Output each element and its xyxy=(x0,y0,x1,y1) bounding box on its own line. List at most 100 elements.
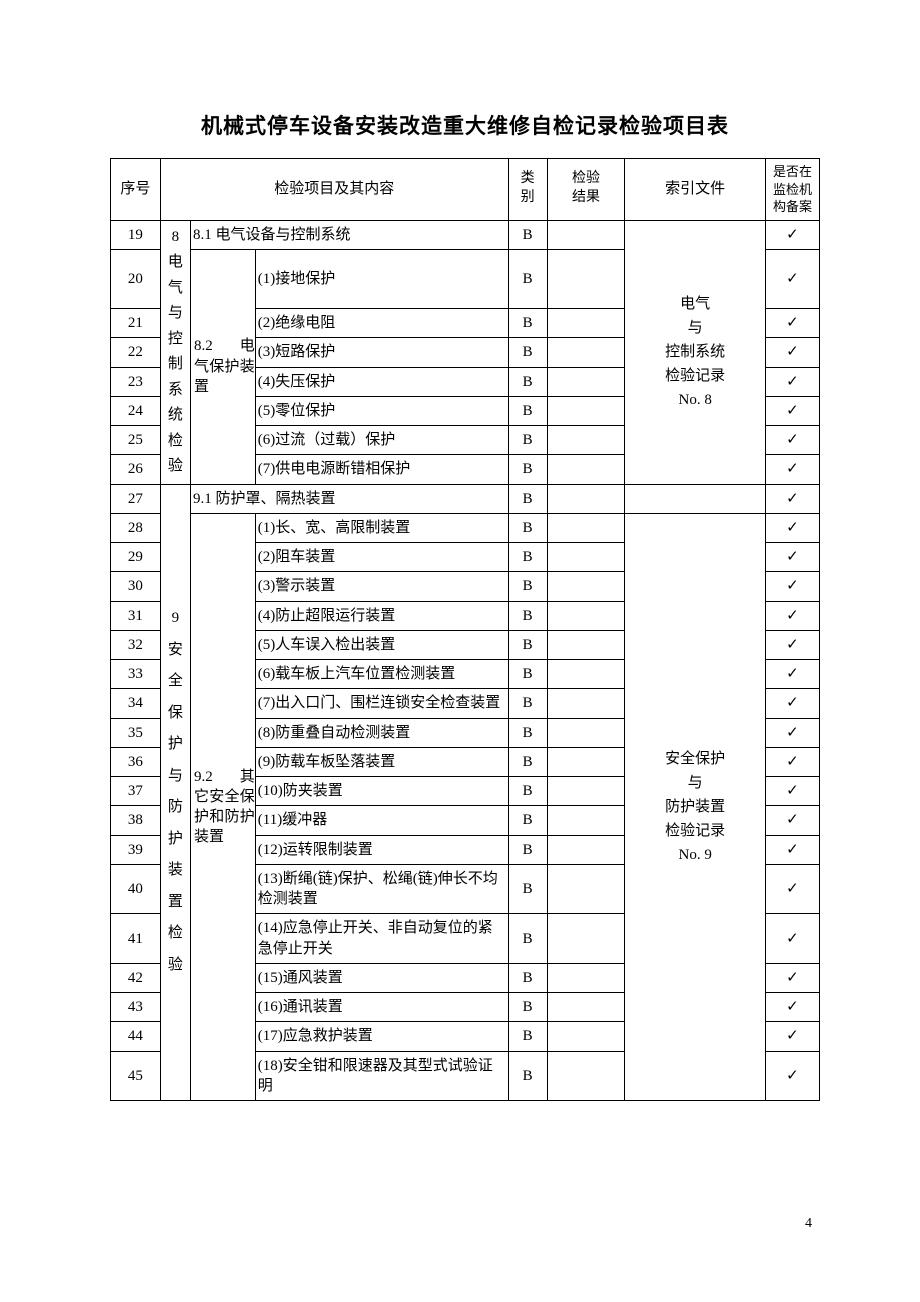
cell-seq: 34 xyxy=(111,689,161,718)
cell-category: B xyxy=(508,718,547,747)
cell-seq: 26 xyxy=(111,455,161,484)
cell-section: 8.1 电气设备与控制系统 xyxy=(190,220,508,249)
cell-file: ✓ xyxy=(765,689,819,718)
cell-category: B xyxy=(508,543,547,572)
cell-result xyxy=(547,963,625,992)
cell-item: (5)零位保护 xyxy=(255,396,508,425)
cell-item: (16)通讯装置 xyxy=(255,993,508,1022)
cell-file: ✓ xyxy=(765,806,819,835)
table-header-row: 序号 检验项目及其内容 类别 检验结果 索引文件 是否在监检机构备案 xyxy=(111,159,820,221)
cell-category: B xyxy=(508,835,547,864)
cell-result xyxy=(547,249,625,308)
cell-file: ✓ xyxy=(765,630,819,659)
cell-seq: 33 xyxy=(111,660,161,689)
cell-category: B xyxy=(508,1051,547,1101)
cell-file: ✓ xyxy=(765,543,819,572)
cell-seq: 45 xyxy=(111,1051,161,1101)
header-result: 检验结果 xyxy=(547,159,625,221)
cell-file: ✓ xyxy=(765,1051,819,1101)
cell-seq: 31 xyxy=(111,601,161,630)
cell-file: ✓ xyxy=(765,660,819,689)
cell-item: (3)警示装置 xyxy=(255,572,508,601)
cell-file: ✓ xyxy=(765,396,819,425)
table-row: 28 9.2 其它安全保护和防护装置 (1)长、宽、高限制装置 B 安全保护与防… xyxy=(111,513,820,542)
cell-item: (6)过流（过载）保护 xyxy=(255,426,508,455)
cell-file: ✓ xyxy=(765,993,819,1022)
cell-category: B xyxy=(508,993,547,1022)
cell-result xyxy=(547,338,625,367)
cell-seq: 39 xyxy=(111,835,161,864)
cell-category: B xyxy=(508,660,547,689)
cell-category: B xyxy=(508,914,547,964)
cell-result xyxy=(547,309,625,338)
cell-file: ✓ xyxy=(765,1022,819,1051)
cell-category: B xyxy=(508,747,547,776)
cell-seq: 23 xyxy=(111,367,161,396)
cell-category: B xyxy=(508,396,547,425)
cell-seq: 19 xyxy=(111,220,161,249)
cell-result xyxy=(547,601,625,630)
cell-result xyxy=(547,1051,625,1101)
cell-item: (7)出入口门、围栏连锁安全检查装置 xyxy=(255,689,508,718)
cell-category: B xyxy=(508,309,547,338)
cell-seq: 25 xyxy=(111,426,161,455)
cell-file: ✓ xyxy=(765,309,819,338)
cell-section: 9.1 防护罩、隔热装置 xyxy=(190,484,508,513)
cell-result xyxy=(547,484,625,513)
cell-result xyxy=(547,914,625,964)
cell-seq: 40 xyxy=(111,864,161,914)
cell-result xyxy=(547,660,625,689)
cell-seq: 42 xyxy=(111,963,161,992)
group8-label: 8电气与控制系统检验 xyxy=(168,225,183,480)
page-title: 机械式停车设备安装改造重大维修自检记录检验项目表 xyxy=(110,110,820,140)
header-seq: 序号 xyxy=(111,159,161,221)
cell-seq: 43 xyxy=(111,993,161,1022)
cell-file: ✓ xyxy=(765,718,819,747)
cell-item: (11)缓冲器 xyxy=(255,806,508,835)
group8-index-cell: 电气与控制系统检验记录No. 8 xyxy=(625,220,765,484)
cell-category: B xyxy=(508,777,547,806)
cell-file: ✓ xyxy=(765,426,819,455)
cell-file: ✓ xyxy=(765,747,819,776)
group9-index-cell: 安全保护与防护装置检验记录No. 9 xyxy=(625,513,765,1100)
cell-result xyxy=(547,747,625,776)
cell-seq: 44 xyxy=(111,1022,161,1051)
group8-label-cell: 8电气与控制系统检验 xyxy=(160,220,190,484)
cell-file: ✓ xyxy=(765,914,819,964)
cell-file: ✓ xyxy=(765,572,819,601)
cell-item: (3)短路保护 xyxy=(255,338,508,367)
cell-category: B xyxy=(508,806,547,835)
cell-file: ✓ xyxy=(765,513,819,542)
cell-index xyxy=(625,484,765,513)
cell-result xyxy=(547,777,625,806)
page-number: 4 xyxy=(805,1216,812,1232)
cell-result xyxy=(547,718,625,747)
cell-category: B xyxy=(508,484,547,513)
cell-file: ✓ xyxy=(765,963,819,992)
header-category: 类别 xyxy=(508,159,547,221)
cell-category: B xyxy=(508,864,547,914)
cell-result xyxy=(547,367,625,396)
cell-subsection: 9.2 其它安全保护和防护装置 xyxy=(190,513,255,1100)
cell-seq: 20 xyxy=(111,249,161,308)
group9-label: 9安全保护与防护装置检验 xyxy=(168,603,183,981)
cell-file: ✓ xyxy=(765,249,819,308)
cell-item: (5)人车误入检出装置 xyxy=(255,630,508,659)
cell-item: (15)通风装置 xyxy=(255,963,508,992)
cell-category: B xyxy=(508,367,547,396)
cell-item: (4)防止超限运行装置 xyxy=(255,601,508,630)
cell-result xyxy=(547,806,625,835)
table-row: 27 9安全保护与防护装置检验 9.1 防护罩、隔热装置 B ✓ xyxy=(111,484,820,513)
cell-item: (1)长、宽、高限制装置 xyxy=(255,513,508,542)
cell-item: (14)应急停止开关、非自动复位的紧急停止开关 xyxy=(255,914,508,964)
group9-index: 安全保护与防护装置检验记录No. 9 xyxy=(628,747,761,867)
cell-category: B xyxy=(508,455,547,484)
cell-seq: 36 xyxy=(111,747,161,776)
cell-item: (8)防重叠自动检测装置 xyxy=(255,718,508,747)
cell-seq: 22 xyxy=(111,338,161,367)
cell-result xyxy=(547,993,625,1022)
cell-seq: 30 xyxy=(111,572,161,601)
group8-index: 电气与控制系统检验记录No. 8 xyxy=(628,292,761,412)
cell-file: ✓ xyxy=(765,777,819,806)
cell-item: (2)绝缘电阻 xyxy=(255,309,508,338)
